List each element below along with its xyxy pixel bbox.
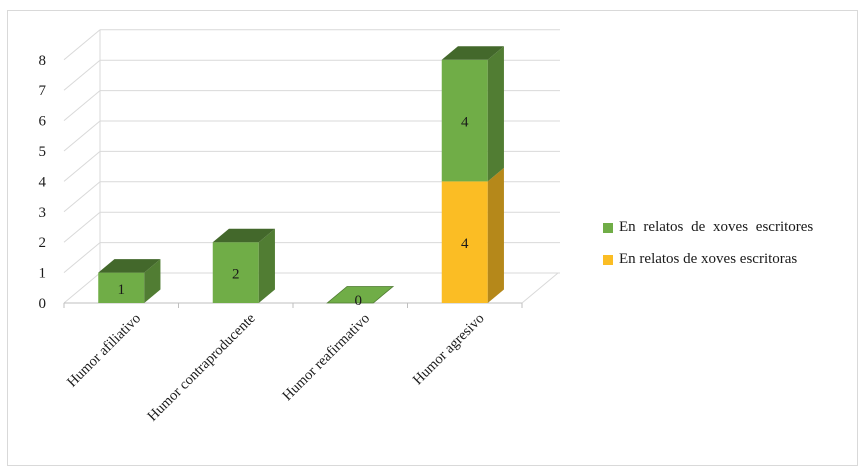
gridline-depth — [63, 211, 101, 243]
bar-top-zero — [326, 286, 395, 304]
legend-item-escritoras: En relatos de xoves escritoras — [603, 251, 797, 268]
x-category-label: Humor reafirmativo — [279, 311, 373, 405]
bar-segment — [98, 272, 145, 303]
legend-item-escritores: En relatos de xoves escritores — [603, 219, 813, 236]
bar-top — [212, 228, 275, 243]
bar-top — [441, 46, 504, 60]
x-category-label: Humor agresivo — [410, 311, 488, 389]
legend-label-escritoras: En relatos de xoves escritoras — [619, 251, 798, 267]
y-tick-label: 6 — [39, 114, 47, 130]
gridline-depth — [63, 29, 101, 61]
data-label: 2 — [232, 267, 240, 283]
floor-right-edge — [521, 272, 559, 304]
gridline-depth — [63, 151, 101, 182]
legend-label-escritores: En relatos de xoves escritores — [619, 219, 814, 235]
gridline-depth — [63, 181, 101, 213]
gridline-depth — [63, 90, 101, 121]
bar-segment — [441, 59, 488, 182]
legend-swatch-escritoras — [603, 254, 613, 265]
y-tick-label: 2 — [39, 235, 47, 251]
data-label: 4 — [461, 236, 469, 252]
gridline-depth — [63, 242, 101, 273]
bar-segment — [212, 242, 259, 303]
bar-segment — [441, 181, 488, 303]
y-tick-label: 7 — [39, 83, 47, 99]
y-tick-label: 8 — [39, 53, 47, 69]
x-category-label: Humor contraproducente — [144, 311, 258, 425]
gridline-depth — [63, 59, 101, 91]
data-label: 1 — [118, 282, 126, 298]
bar-side — [487, 46, 504, 182]
gridline-depth — [63, 272, 101, 304]
bar-side — [258, 228, 275, 303]
legend-swatch-escritores — [603, 222, 613, 233]
x-category-label: Humor afiliativo — [64, 311, 144, 391]
bar-side — [487, 167, 504, 303]
y-tick-label: 0 — [39, 296, 47, 312]
gridline-depth — [63, 120, 101, 152]
bar-top — [98, 259, 161, 273]
data-label: 0 — [355, 293, 363, 309]
y-tick-label: 4 — [39, 174, 47, 190]
y-tick-label: 3 — [39, 205, 47, 221]
y-tick-label: 5 — [39, 144, 47, 160]
bar-side — [144, 259, 161, 303]
chart-frame — [7, 10, 858, 466]
y-tick-label: 1 — [39, 266, 47, 282]
data-label: 4 — [461, 115, 469, 131]
